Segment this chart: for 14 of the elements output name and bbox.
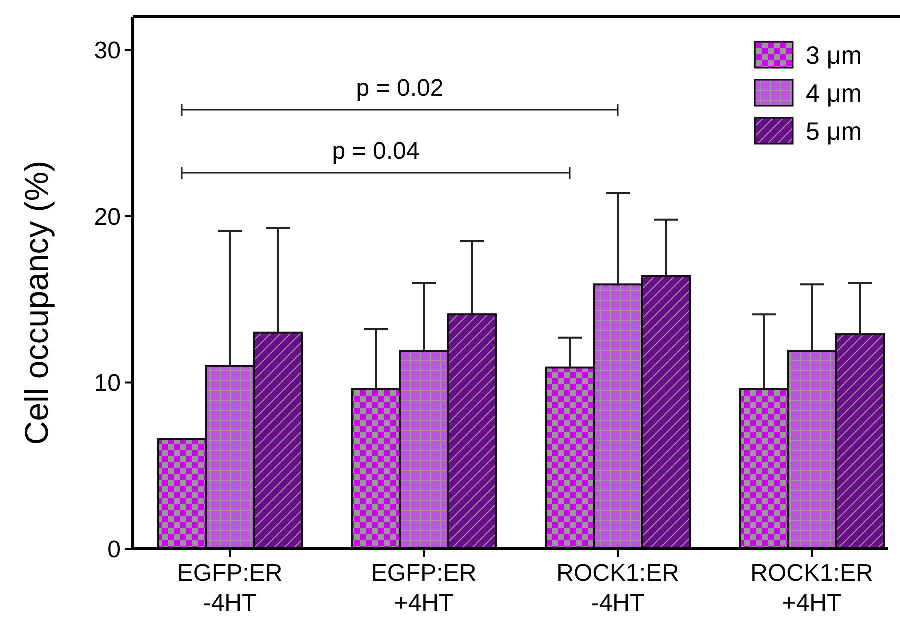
legend-label: 5 μm [806,118,862,146]
y-tick-label: 10 [94,370,121,398]
legend-label: 3 μm [806,42,862,70]
y-tick-label: 30 [94,38,121,65]
x-tick-label: ROCK1:ER +4HT [750,560,874,617]
y-tick-label: 20 [94,204,121,231]
annotation: p = 0.02 [356,75,444,102]
x-tick-label: ROCK1:ER -4HT [556,560,680,617]
y-tick-label: 0 [108,536,121,564]
x-tick-label: EGFP:ER +4HT [371,560,477,617]
annotation: p = 0.04 [332,138,420,165]
x-tick-label: EGFP:ER -4HT [177,560,283,617]
legend-label: 4 μm [806,80,862,108]
y-axis-title: Cell occupancy (%) [18,160,55,446]
